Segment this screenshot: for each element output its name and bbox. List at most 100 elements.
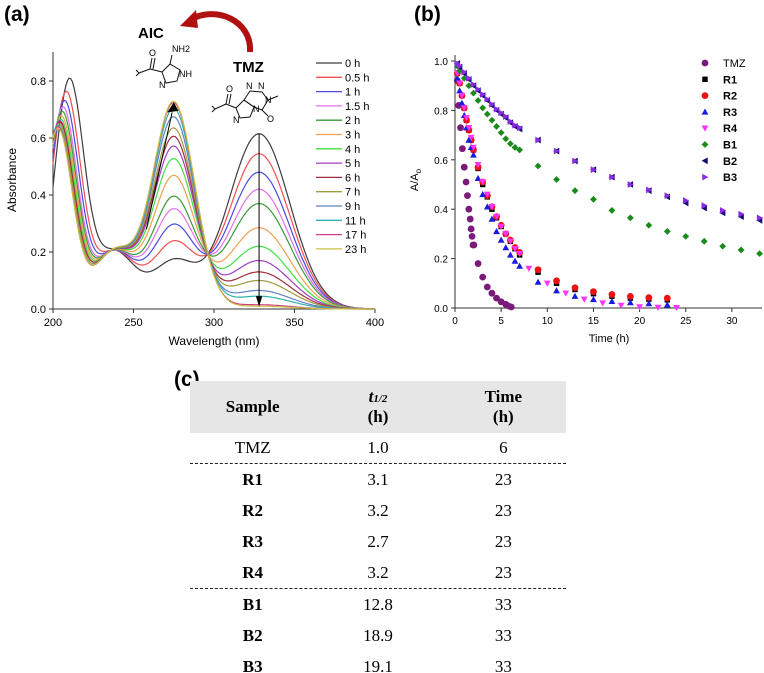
- legend-marker-r4: [701, 125, 709, 132]
- legend-label-a: 11 h: [345, 215, 366, 227]
- header-t-half-sub: 1/2: [373, 393, 388, 405]
- data-point-r4: [516, 250, 524, 258]
- table-header: Sample t1/2 (h) Time (h): [190, 381, 566, 433]
- data-point-tmz: [493, 294, 500, 302]
- x-tick-label-b: 5: [498, 316, 504, 327]
- y-tick-label-b: 1.0: [434, 57, 448, 68]
- panel-label-b: (b): [414, 3, 441, 26]
- legend-marker-tmz: [701, 59, 709, 67]
- data-point-r3: [571, 292, 579, 299]
- legend-label-b: R4: [723, 123, 738, 135]
- cell-sample: R3: [242, 531, 264, 551]
- table-row: R4 3.2 23: [190, 557, 566, 588]
- header-time-label: Time: [484, 387, 523, 406]
- data-point-b1: [497, 129, 505, 137]
- data-point-r4: [506, 238, 514, 245]
- data-point-r2: [663, 294, 671, 302]
- data-point-b3: [507, 118, 514, 125]
- data-point-b1: [479, 104, 487, 112]
- data-point-r3: [506, 251, 514, 258]
- x-axis-title-b: Time (h): [589, 333, 630, 345]
- data-point-tmz: [479, 273, 487, 281]
- spectrum-line: [52, 122, 375, 310]
- data-point-tmz: [457, 124, 464, 132]
- data-point-b3: [470, 81, 477, 88]
- spectrum-line: [52, 107, 375, 310]
- data-point-r3: [502, 244, 510, 251]
- data-point-b3: [516, 124, 524, 132]
- group-divider: [190, 463, 566, 464]
- y-axis-title-b-main: A/A: [409, 173, 421, 191]
- decay-chart: 0 5 10 15 20 25 30 0.0 0.2 0.4 0.6 0.8 1.0 Time (h) A/…: [409, 55, 763, 345]
- group-divider: [190, 588, 566, 589]
- x-tick-label-a: 200: [44, 317, 62, 329]
- data-point-tmz: [488, 289, 496, 297]
- data-point-b1: [645, 221, 653, 229]
- tmz-label: TMZ: [233, 59, 264, 76]
- legend-label-a: 1.5 h: [345, 101, 369, 113]
- y-tick-label-a: 0.2: [31, 247, 46, 259]
- y-tick-label-b: 0.2: [434, 255, 448, 266]
- legend-label-a: 5 h: [345, 158, 360, 170]
- data-point-r4: [467, 134, 475, 141]
- data-point-r4: [599, 300, 607, 307]
- data-point-b3: [479, 90, 487, 98]
- cell-sample: B2: [242, 625, 263, 645]
- cell-time: 33: [494, 656, 512, 673]
- data-point-r3: [479, 190, 487, 198]
- decrease-arrowhead-icon: [255, 296, 263, 307]
- data-point-b1: [682, 232, 690, 240]
- data-point-b1: [663, 228, 671, 235]
- data-point-r4: [525, 265, 533, 272]
- legend-label-a: 2 h: [345, 115, 360, 127]
- legend-label-b: B1: [723, 140, 737, 152]
- data-point-r4: [562, 290, 570, 297]
- legend-label-a: 6 h: [345, 172, 360, 184]
- data-point-r2: [626, 292, 634, 300]
- table-row: B1 12.8 33: [190, 589, 566, 620]
- data-point-b1: [534, 162, 542, 170]
- spectrum-line: [52, 121, 375, 310]
- tmz-n5-label: N: [233, 115, 240, 125]
- data-point-b1: [719, 242, 727, 250]
- data-point-r3: [663, 301, 671, 308]
- cell-sample: TMZ: [234, 438, 271, 457]
- aic-nh2-label: NH2: [172, 44, 190, 54]
- legend-label-a: 1 h: [345, 87, 360, 99]
- cell-time: 23: [494, 500, 512, 520]
- chemical-structures: AIC TMZ O NH2 NH N: [135, 10, 279, 125]
- data-point-r4: [580, 296, 588, 303]
- spectrum-line: [52, 115, 375, 310]
- tmz-structure-icon: [211, 90, 279, 119]
- y-axis-title-b: A/Ao: [409, 168, 423, 191]
- legend-label-a: 4 h: [345, 144, 360, 156]
- x-tick-label-b: 30: [726, 316, 738, 327]
- spectrum-line: [52, 77, 376, 310]
- data-point-r4: [497, 223, 505, 230]
- data-point-r4: [479, 179, 487, 186]
- data-point-b3: [456, 62, 464, 70]
- y-axis-title-a: Absorbance: [5, 148, 19, 212]
- data-point-r3: [465, 136, 473, 143]
- data-point-tmz: [458, 145, 466, 153]
- increase-arrowhead-icon: [167, 102, 179, 113]
- data-point-b3: [646, 186, 653, 194]
- data-point-r3: [590, 295, 597, 303]
- data-point-r4: [493, 213, 500, 221]
- data-point-tmz: [460, 163, 468, 171]
- legend-label-a: 3 h: [345, 130, 360, 142]
- y-tick-label-a: 0.0: [31, 304, 46, 316]
- cell-t-half: 1.0: [367, 438, 389, 457]
- x-tick-label-b: 25: [680, 316, 692, 327]
- data-point-b3: [719, 207, 727, 214]
- data-point-r4: [463, 115, 470, 122]
- data-point-tmz: [462, 178, 470, 186]
- spectrum-line: [52, 118, 376, 310]
- tmz-n2-label: N: [258, 81, 265, 91]
- cell-sample: B3: [242, 656, 263, 673]
- data-point-r3: [456, 87, 464, 94]
- tmz-n1-label: N: [246, 81, 253, 91]
- data-point-r3: [453, 74, 461, 82]
- header-t-half-unit: (h): [367, 407, 389, 426]
- legend-marker-r3: [701, 108, 709, 115]
